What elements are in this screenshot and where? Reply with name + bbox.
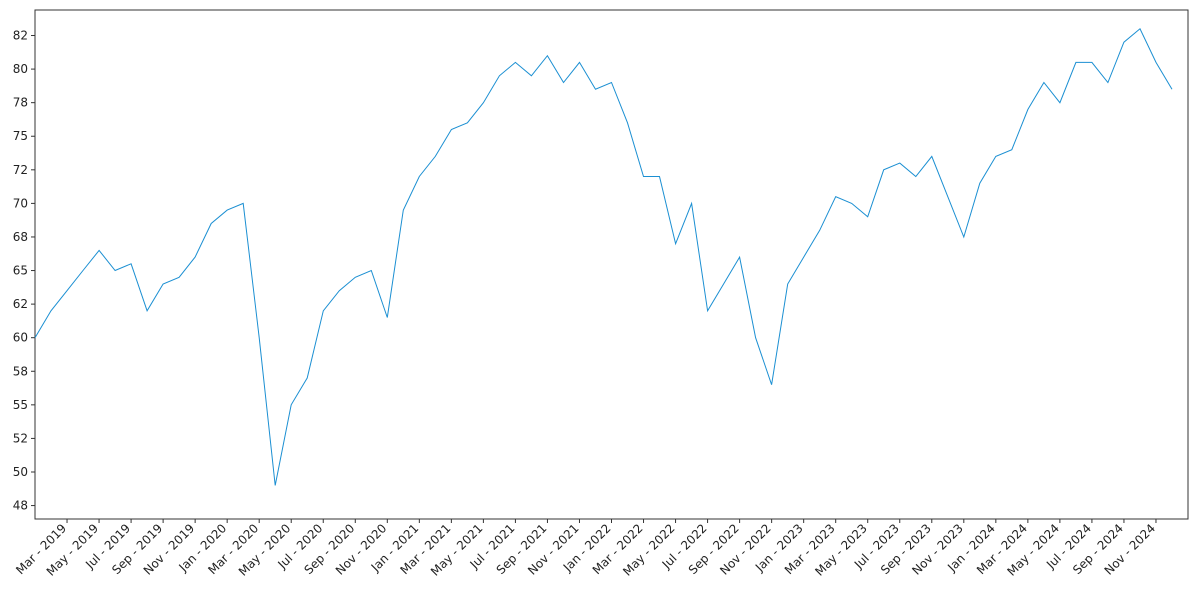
y-tick-label: 58 — [13, 364, 28, 378]
y-tick-label: 75 — [13, 129, 28, 143]
y-tick-label: 80 — [13, 62, 28, 76]
y-tick-label: 78 — [13, 96, 28, 110]
y-tick-label: 52 — [13, 431, 28, 445]
y-tick-label: 82 — [13, 29, 28, 43]
y-tick-label: 68 — [13, 230, 28, 244]
plot-frame — [34, 9, 1189, 520]
y-tick-label: 50 — [13, 465, 28, 479]
y-tick-label: 65 — [13, 264, 28, 278]
y-tick-label: 70 — [13, 196, 28, 210]
series-line — [34, 28, 1173, 486]
y-tick-label: 48 — [13, 499, 28, 513]
y-tick-label: 72 — [13, 163, 28, 177]
y-tick-label: 55 — [13, 398, 28, 412]
y-tick-label: 60 — [13, 331, 28, 345]
y-tick-label: 62 — [13, 297, 28, 311]
